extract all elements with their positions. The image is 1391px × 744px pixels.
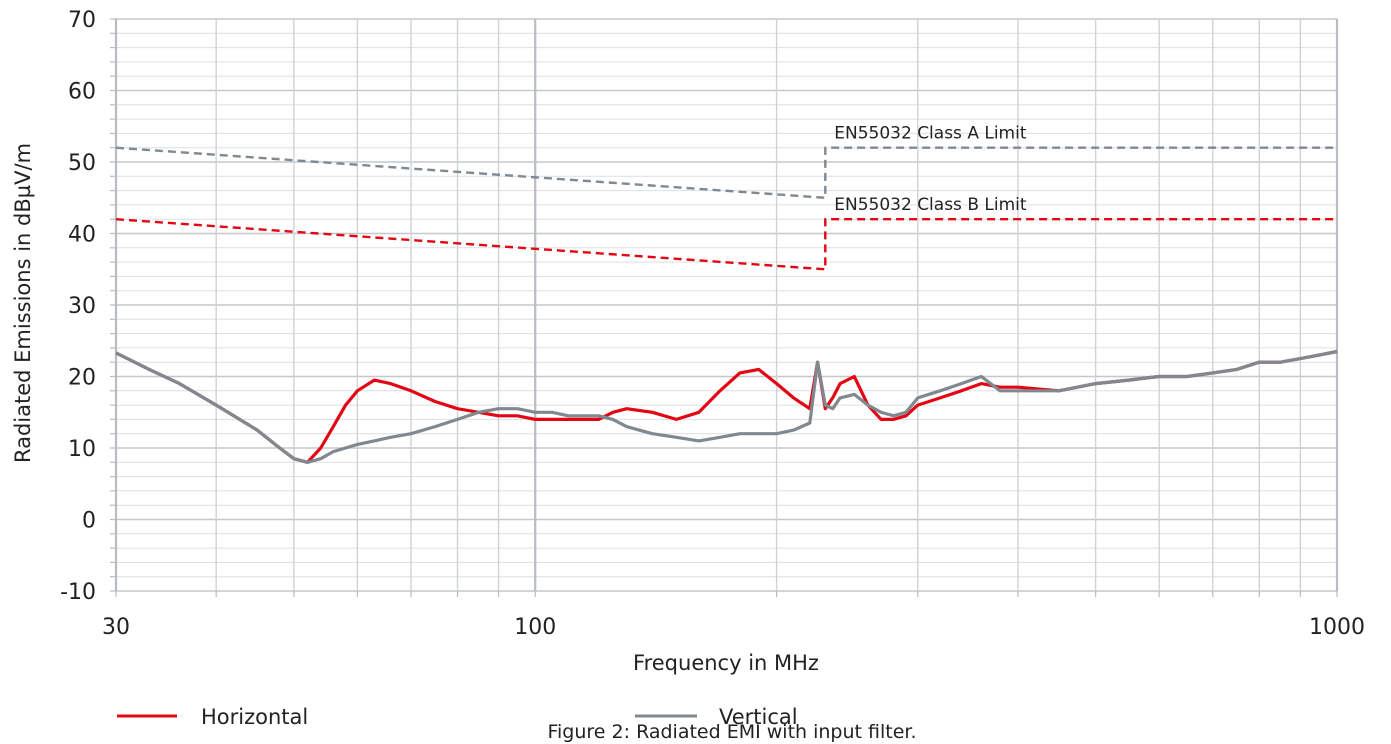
figure-caption: Figure 2: Radiated EMI with input filter… <box>547 721 916 743</box>
limit-annotation: EN55032 Class B Limit <box>834 195 1027 215</box>
legend-label-horizontal: Horizontal <box>201 705 308 729</box>
y-tick-label: -10 <box>60 580 96 605</box>
series-en55032-class-b-limit-line <box>115 218 1337 271</box>
tick-labels: -10 0 10 20 30 40 50 60 70 30 100 1000 <box>60 8 1365 640</box>
series-horizontal-line <box>115 349 1338 464</box>
y-tick-label: 40 <box>68 223 96 248</box>
y-tick-label: 60 <box>68 80 96 105</box>
x-tick-label: 1000 <box>1309 615 1365 640</box>
y-tick-label: 30 <box>68 294 96 319</box>
y-tick-label: 50 <box>68 151 96 176</box>
y-tick-label: 20 <box>68 366 96 391</box>
x-tick-label: 30 <box>102 615 130 640</box>
y-tick-label: 70 <box>68 8 96 33</box>
y-tick-label: 0 <box>82 509 96 534</box>
y-tick-label: 10 <box>68 437 96 462</box>
x-axis-title: Frequency in MHz <box>633 651 819 675</box>
series-vertical-line <box>115 349 1338 464</box>
y-axis-title: Radiated Emissions in dBµV/m <box>11 143 35 463</box>
series-en55032-class-a-limit-line <box>115 146 1337 199</box>
legend: Horizontal Vertical <box>117 705 798 729</box>
x-tick-label: 100 <box>514 615 556 640</box>
legend-label-vertical: Vertical <box>719 705 798 729</box>
grid <box>110 18 1339 597</box>
limit-annotation: EN55032 Class A Limit <box>834 124 1027 144</box>
series-layer <box>115 146 1338 464</box>
annotations: EN55032 Class A Limit EN55032 Class B Lim… <box>834 124 1027 216</box>
